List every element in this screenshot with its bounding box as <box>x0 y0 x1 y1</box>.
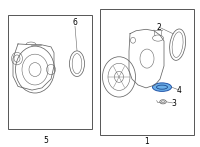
Text: 6: 6 <box>73 18 77 27</box>
Text: 4: 4 <box>177 86 181 95</box>
FancyBboxPatch shape <box>100 9 194 135</box>
Text: 1: 1 <box>145 137 149 146</box>
Text: 2: 2 <box>157 23 161 32</box>
Ellipse shape <box>153 83 172 91</box>
FancyBboxPatch shape <box>8 15 92 129</box>
Text: 3: 3 <box>172 99 176 108</box>
Text: 5: 5 <box>44 136 48 145</box>
